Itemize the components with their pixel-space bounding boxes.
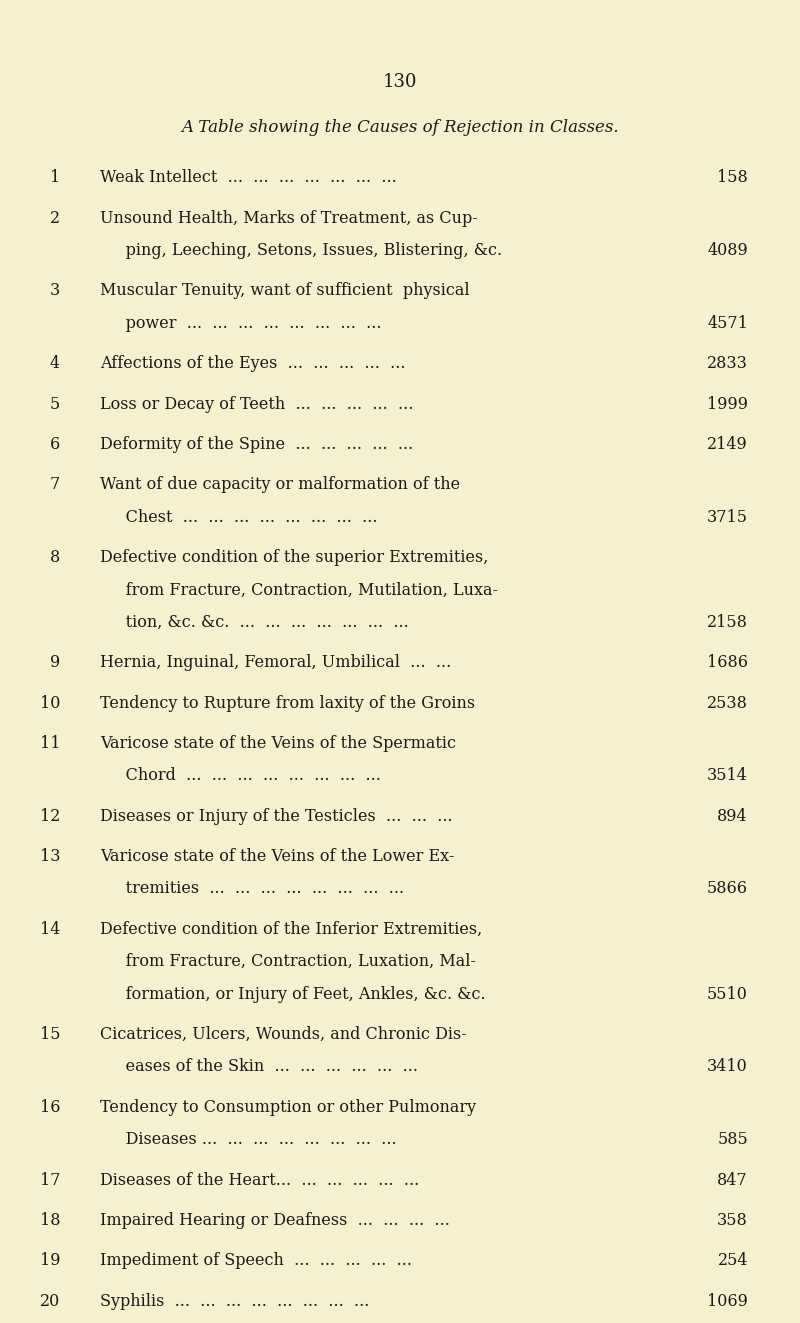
Text: ping, Leeching, Setons, Issues, Blistering, &c.: ping, Leeching, Setons, Issues, Blisteri… — [100, 242, 502, 259]
Text: 4571: 4571 — [707, 315, 748, 332]
Text: Diseases of the Heart...  ...  ...  ...  ...  ...: Diseases of the Heart... ... ... ... ...… — [100, 1172, 419, 1188]
Text: Muscular Tenuity, want of sufficient  physical: Muscular Tenuity, want of sufficient phy… — [100, 283, 470, 299]
Text: from Fracture, Contraction, Mutilation, Luxa-: from Fracture, Contraction, Mutilation, … — [100, 582, 498, 598]
Text: formation, or Injury of Feet, Ankles, &c. &c.: formation, or Injury of Feet, Ankles, &c… — [100, 986, 486, 1003]
Text: tremities  ...  ...  ...  ...  ...  ...  ...  ...: tremities ... ... ... ... ... ... ... ..… — [100, 881, 404, 897]
Text: 130: 130 — [382, 73, 418, 91]
Text: Tendency to Consumption or other Pulmonary: Tendency to Consumption or other Pulmona… — [100, 1098, 476, 1115]
Text: 3: 3 — [50, 283, 60, 299]
Text: 2833: 2833 — [707, 356, 748, 372]
Text: Syphilis  ...  ...  ...  ...  ...  ...  ...  ...: Syphilis ... ... ... ... ... ... ... ... — [100, 1293, 370, 1310]
Text: Diseases ...  ...  ...  ...  ...  ...  ...  ...: Diseases ... ... ... ... ... ... ... ... — [100, 1131, 397, 1148]
Text: 9: 9 — [50, 655, 60, 671]
Text: Defective condition of the superior Extremities,: Defective condition of the superior Extr… — [100, 549, 488, 566]
Text: Impaired Hearing or Deafness  ...  ...  ...  ...: Impaired Hearing or Deafness ... ... ...… — [100, 1212, 450, 1229]
Text: from Fracture, Contraction, Luxation, Mal-: from Fracture, Contraction, Luxation, Ma… — [100, 953, 476, 970]
Text: 7: 7 — [50, 476, 60, 493]
Text: Diseases or Injury of the Testicles  ...  ...  ...: Diseases or Injury of the Testicles ... … — [100, 807, 453, 824]
Text: Varicose state of the Veins of the Lower Ex-: Varicose state of the Veins of the Lower… — [100, 848, 454, 865]
Text: 3514: 3514 — [707, 767, 748, 785]
Text: 16: 16 — [39, 1098, 60, 1115]
Text: 11: 11 — [39, 736, 60, 751]
Text: Cicatrices, Ulcers, Wounds, and Chronic Dis-: Cicatrices, Ulcers, Wounds, and Chronic … — [100, 1027, 466, 1043]
Text: 14: 14 — [40, 921, 60, 938]
Text: Tendency to Rupture from laxity of the Groins: Tendency to Rupture from laxity of the G… — [100, 695, 475, 712]
Text: 4089: 4089 — [707, 242, 748, 259]
Text: 3715: 3715 — [707, 508, 748, 525]
Text: tion, &c. &c.  ...  ...  ...  ...  ...  ...  ...: tion, &c. &c. ... ... ... ... ... ... ..… — [100, 614, 409, 631]
Text: Chord  ...  ...  ...  ...  ...  ...  ...  ...: Chord ... ... ... ... ... ... ... ... — [100, 767, 381, 785]
Text: Affections of the Eyes  ...  ...  ...  ...  ...: Affections of the Eyes ... ... ... ... .… — [100, 356, 406, 372]
Text: 8: 8 — [50, 549, 60, 566]
Text: 5866: 5866 — [707, 881, 748, 897]
Text: 847: 847 — [718, 1172, 748, 1188]
Text: 1686: 1686 — [707, 655, 748, 671]
Text: 894: 894 — [718, 807, 748, 824]
Text: 6: 6 — [50, 437, 60, 452]
Text: 2538: 2538 — [707, 695, 748, 712]
Text: 19: 19 — [39, 1252, 60, 1269]
Text: A Table showing the Causes of Rejection in Classes.: A Table showing the Causes of Rejection … — [181, 119, 619, 136]
Text: 20: 20 — [40, 1293, 60, 1310]
Text: 5: 5 — [50, 396, 60, 413]
Text: 158: 158 — [718, 169, 748, 187]
Text: Unsound Health, Marks of Treatment, as Cup-: Unsound Health, Marks of Treatment, as C… — [100, 209, 478, 226]
Text: 10: 10 — [40, 695, 60, 712]
Text: 1069: 1069 — [707, 1293, 748, 1310]
Text: 4: 4 — [50, 356, 60, 372]
Text: 1999: 1999 — [707, 396, 748, 413]
Text: Weak Intellect  ...  ...  ...  ...  ...  ...  ...: Weak Intellect ... ... ... ... ... ... .… — [100, 169, 397, 187]
Text: power  ...  ...  ...  ...  ...  ...  ...  ...: power ... ... ... ... ... ... ... ... — [100, 315, 382, 332]
Text: 17: 17 — [39, 1172, 60, 1188]
Text: 2: 2 — [50, 209, 60, 226]
Text: Defective condition of the Inferior Extremities,: Defective condition of the Inferior Extr… — [100, 921, 482, 938]
Text: 3410: 3410 — [707, 1058, 748, 1076]
Text: 254: 254 — [718, 1252, 748, 1269]
Text: 2158: 2158 — [707, 614, 748, 631]
Text: 585: 585 — [718, 1131, 748, 1148]
Text: 5510: 5510 — [707, 986, 748, 1003]
Text: 18: 18 — [39, 1212, 60, 1229]
Text: 358: 358 — [718, 1212, 748, 1229]
Text: Deformity of the Spine  ...  ...  ...  ...  ...: Deformity of the Spine ... ... ... ... .… — [100, 437, 414, 452]
Text: Chest  ...  ...  ...  ...  ...  ...  ...  ...: Chest ... ... ... ... ... ... ... ... — [100, 508, 378, 525]
Text: Want of due capacity or malformation of the: Want of due capacity or malformation of … — [100, 476, 460, 493]
Text: 15: 15 — [39, 1027, 60, 1043]
Text: Varicose state of the Veins of the Spermatic: Varicose state of the Veins of the Sperm… — [100, 736, 456, 751]
Text: 12: 12 — [40, 807, 60, 824]
Text: Impediment of Speech  ...  ...  ...  ...  ...: Impediment of Speech ... ... ... ... ... — [100, 1252, 412, 1269]
Text: 13: 13 — [39, 848, 60, 865]
Text: 1: 1 — [50, 169, 60, 187]
Text: Hernia, Inguinal, Femoral, Umbilical  ...  ...: Hernia, Inguinal, Femoral, Umbilical ...… — [100, 655, 451, 671]
Text: 2149: 2149 — [707, 437, 748, 452]
Text: Loss or Decay of Teeth  ...  ...  ...  ...  ...: Loss or Decay of Teeth ... ... ... ... .… — [100, 396, 414, 413]
Text: eases of the Skin  ...  ...  ...  ...  ...  ...: eases of the Skin ... ... ... ... ... ..… — [100, 1058, 418, 1076]
